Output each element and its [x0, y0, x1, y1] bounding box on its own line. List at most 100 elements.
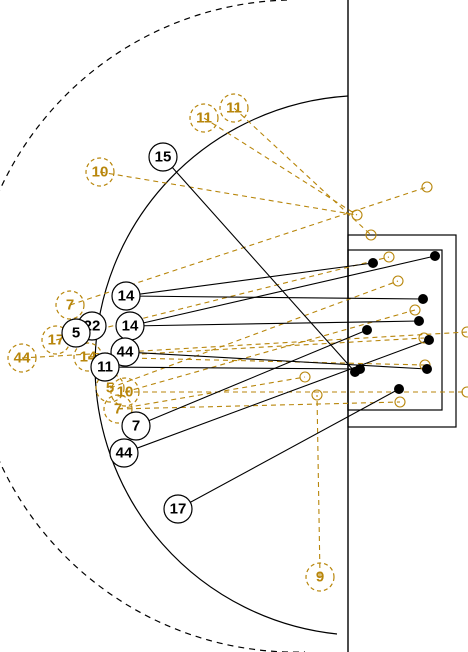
dashed-pass-ends	[299, 181, 468, 408]
dashed-marker-circle	[305, 562, 335, 592]
dashed-marker-label: 7	[66, 297, 74, 314]
dashed-pass-line	[87, 337, 425, 358]
solid-pass-line	[162, 156, 356, 373]
solid-pass-line	[135, 329, 368, 427]
dashed-marker-circle	[55, 290, 85, 320]
dashed-marker-label: 11	[196, 110, 212, 127]
dashed-pass-end	[351, 209, 363, 221]
dashed-pass-line	[99, 171, 358, 216]
dashed-marker-label: 17	[48, 332, 65, 349]
dashed-marker-circle	[85, 157, 115, 187]
dashed-pass-line	[117, 401, 401, 410]
dashed-marker-label: 5	[106, 380, 114, 397]
dashed-pass-lines	[21, 107, 468, 578]
dashed-player-marker: 44	[7, 343, 37, 373]
dashed-player-marker: 7	[103, 394, 133, 424]
solid-marker-label: 17	[170, 501, 187, 518]
solid-marker-label: 14	[118, 288, 135, 305]
dashed-pass-end	[365, 229, 377, 241]
solid-marker-label: 15	[155, 149, 172, 166]
dashed-marker-label: 7	[114, 401, 122, 418]
solid-pass-line	[129, 255, 436, 327]
solid-marker-label: 5	[72, 325, 80, 342]
solid-pass-end	[418, 294, 428, 304]
dashed-pass-end	[392, 275, 404, 287]
solid-marker-label: 7	[132, 418, 140, 435]
solid-pass-end	[430, 251, 440, 261]
dashed-player-marker: 10	[110, 377, 140, 407]
inner-box	[347, 249, 443, 411]
dashed-pass-line	[203, 117, 358, 216]
dashed-pass-end	[461, 326, 468, 338]
solid-player-marker: 44	[109, 438, 139, 468]
dashed-marker-circle	[219, 93, 249, 123]
solid-player-marker: 7	[121, 411, 151, 441]
solid-marker-label: 11	[97, 359, 113, 376]
dashed-pass-end	[299, 371, 311, 383]
solid-marker-circle	[163, 494, 193, 524]
solid-pass-end	[422, 364, 432, 374]
solid-pass-line	[125, 262, 374, 297]
solid-pass-ends	[350, 251, 440, 394]
solid-pass-end	[350, 367, 360, 377]
dashed-pass-line	[87, 356, 426, 366]
solid-marker-circle	[110, 337, 140, 367]
solid-player-marker: 15	[148, 142, 178, 172]
dashed-marker-label: 11	[226, 100, 242, 117]
dashed-marker-label: 44	[14, 350, 31, 367]
solid-pass-line	[124, 351, 428, 370]
dashed-pass-line	[21, 331, 468, 359]
solid-pass-end	[414, 316, 424, 326]
dashed-player-marker: 11	[189, 103, 219, 133]
solid-player-marker: 14	[115, 311, 145, 341]
solid-marker-circle	[61, 318, 91, 348]
dashed-player-marker: 7	[55, 290, 85, 320]
dashed-marker-circle	[7, 343, 37, 373]
solid-player-marker: 5	[61, 318, 91, 348]
dashed-pass-end	[409, 304, 421, 316]
solid-pass-end	[424, 335, 434, 345]
dashed-pass-end	[394, 396, 406, 408]
dashed-pass-line	[233, 107, 372, 236]
solid-marker-label: 44	[117, 344, 134, 361]
solid-marker-circle	[111, 281, 141, 311]
dashed-marker-circle	[103, 394, 133, 424]
solid-marker-label: 44	[116, 445, 133, 462]
solid-pass-line	[123, 339, 430, 454]
dashed-pass-line	[55, 256, 390, 341]
dashed-marker-label: 9	[316, 569, 324, 586]
solid-player-marker: 44	[110, 337, 140, 367]
dashed-pass-end	[421, 181, 433, 193]
solid-player-marker: 14	[111, 281, 141, 311]
solid-marker-circle	[148, 142, 178, 172]
dashed-pass-end	[383, 251, 395, 263]
solid-pass-end	[394, 384, 404, 394]
solid-pass-lines	[104, 156, 436, 510]
solid-player-marker: 11	[90, 352, 120, 382]
dashed-player-marker: 10	[85, 157, 115, 187]
solid-pass-end	[362, 325, 372, 335]
solid-pass-line	[125, 295, 424, 300]
solid-marker-circle	[90, 352, 120, 382]
dashed-marker-label: 10	[92, 164, 109, 181]
dashed-pass-end	[461, 386, 468, 398]
dashed-marker-circle	[189, 103, 219, 133]
dashed-player-marker: 11	[219, 93, 249, 123]
solid-marker-circle	[121, 411, 151, 441]
solid-player-marker: 17	[163, 494, 193, 524]
solid-pass-line	[104, 366, 361, 370]
dashed-marker-label: 10	[117, 384, 134, 401]
dashed-marker-circle	[110, 377, 140, 407]
dashed-pass-line	[316, 394, 321, 578]
dashed-pass-end	[311, 389, 323, 401]
solid-pass-end	[368, 258, 378, 268]
solid-pass-line	[177, 388, 400, 510]
outer-dashed-arc	[0, 0, 305, 652]
dashed-pass-line	[109, 280, 399, 389]
dashed-pass-line	[117, 376, 306, 410]
solid-pass-line	[129, 320, 420, 327]
dashed-player-marker: 9	[305, 562, 335, 592]
solid-marker-circle	[109, 438, 139, 468]
